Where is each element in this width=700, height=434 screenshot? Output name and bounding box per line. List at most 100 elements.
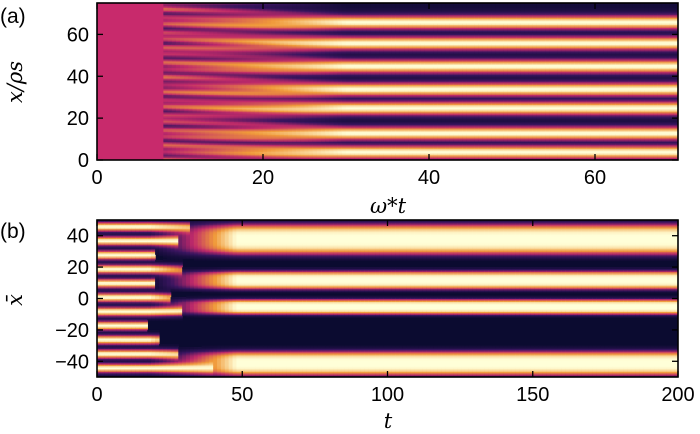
heatmap-cell: [267, 3, 272, 6]
heatmap-cell: [192, 108, 198, 111]
heatmap-cell: [308, 115, 314, 118]
heatmap-cell: [242, 125, 247, 128]
heatmap-cell: [283, 110, 289, 113]
heatmap-cell: [246, 31, 252, 34]
heatmap-cell: [225, 80, 231, 83]
heatmap-cell: [209, 105, 214, 108]
heatmap-cell: [254, 75, 260, 78]
heatmap-cell: [238, 118, 243, 121]
heatmap-cell: [250, 28, 256, 31]
heatmap-cell: [304, 52, 310, 55]
heatmap-cell: [233, 145, 239, 148]
heatmap-cell: [163, 122, 169, 125]
heatmap-cell: [250, 27, 256, 30]
heatmap-cell: [263, 40, 268, 43]
heatmap-cell: [213, 154, 218, 157]
heatmap-cell: [238, 57, 243, 60]
heatmap-cell: [213, 140, 218, 143]
heatmap-cell: [175, 145, 181, 148]
heatmap-cell: [296, 10, 301, 13]
heatmap-cell: [229, 145, 235, 148]
heatmap-cell: [175, 25, 181, 28]
heatmap-cell: [279, 120, 285, 123]
heatmap-cell: [196, 41, 202, 44]
heatmap-cell: [188, 110, 194, 113]
heatmap-cell: [167, 64, 173, 67]
heatmap-cell: [196, 60, 202, 63]
heatmap-cell: [254, 68, 260, 71]
heatmap-cell: [304, 5, 310, 8]
heatmap-cell: [180, 45, 185, 48]
heatmap-cell: [271, 111, 277, 114]
heatmap-cell: [221, 92, 227, 95]
heatmap-cell: [242, 112, 247, 115]
heatmap-cell: [196, 91, 202, 94]
heatmap-cell: [163, 115, 169, 118]
heatmap-cell: [312, 67, 318, 70]
heatmap-cell: [254, 141, 260, 144]
heatmap-cell: [275, 67, 281, 70]
heatmap-cell: [221, 51, 227, 54]
heatmap-cell: [308, 27, 314, 30]
heatmap-cell: [246, 145, 252, 148]
heatmap-cell: [308, 51, 314, 54]
heatmap-cell: [242, 137, 247, 140]
heatmap-cell: [229, 137, 235, 140]
heatmap-cell: [175, 41, 181, 44]
heatmap-cell: [229, 151, 235, 154]
heatmap-cell: [292, 148, 297, 151]
heatmap-cell: [312, 122, 318, 125]
heatmap-cell: [283, 100, 289, 103]
heatmap-cell: [258, 50, 264, 53]
heatmap-cell: [180, 7, 185, 10]
heatmap-cell: [250, 40, 256, 43]
heatmap-cell: [200, 48, 206, 51]
heatmap-cell: [209, 68, 214, 71]
heatmap-cell: [204, 144, 210, 147]
heatmap-cell: [279, 52, 285, 55]
heatmap-cell: [188, 47, 194, 50]
heatmap-cell: [217, 134, 223, 137]
heatmap-cell: [242, 81, 247, 84]
heatmap-cell: [292, 67, 297, 70]
heatmap-cell: [192, 94, 198, 97]
heatmap-cell: [163, 88, 169, 91]
heatmap-cell: [196, 140, 202, 143]
heatmap-cell: [279, 134, 285, 137]
heatmap-cell: [279, 138, 285, 141]
heatmap-cell: [246, 157, 252, 160]
heatmap-cell: [283, 94, 289, 97]
heatmap-cell: [217, 87, 223, 90]
heatmap-cell: [308, 77, 314, 80]
heatmap-cell: [296, 17, 301, 20]
heatmap-cell: [300, 147, 306, 150]
heatmap-cell: [180, 12, 185, 16]
heatmap-cell: [233, 68, 239, 71]
heatmap-cell: [184, 140, 189, 143]
heatmap-cell: [180, 15, 185, 18]
heatmap-cell: [275, 40, 281, 43]
heatmap-cell: [279, 18, 285, 21]
heatmap-cell: [217, 34, 223, 37]
heatmap-cell: [225, 22, 231, 26]
heatmap-cell: [188, 101, 194, 104]
heatmap-cell: [188, 21, 194, 24]
heatmap-cell: [196, 34, 202, 37]
heatmap-cell: [163, 35, 169, 38]
heatmap-cell: [312, 37, 318, 40]
heatmap-cell: [246, 58, 252, 61]
heatmap-cell: [196, 38, 202, 41]
heatmap-cell: [258, 21, 264, 24]
heatmap-cell: [312, 80, 318, 83]
heatmap-cell: [304, 90, 310, 93]
heatmap-cell: [254, 117, 260, 120]
heatmap-cell: [258, 8, 264, 11]
heatmap-cell: [213, 128, 218, 131]
heatmap-cell: [209, 25, 214, 28]
heatmap-cell: [213, 121, 218, 124]
heatmap-cell: [312, 141, 318, 144]
heatmap-cell: [221, 28, 227, 31]
heatmap-cell: [171, 22, 177, 26]
heatmap-cell: [213, 150, 218, 153]
heatmap-cell: [304, 134, 310, 137]
